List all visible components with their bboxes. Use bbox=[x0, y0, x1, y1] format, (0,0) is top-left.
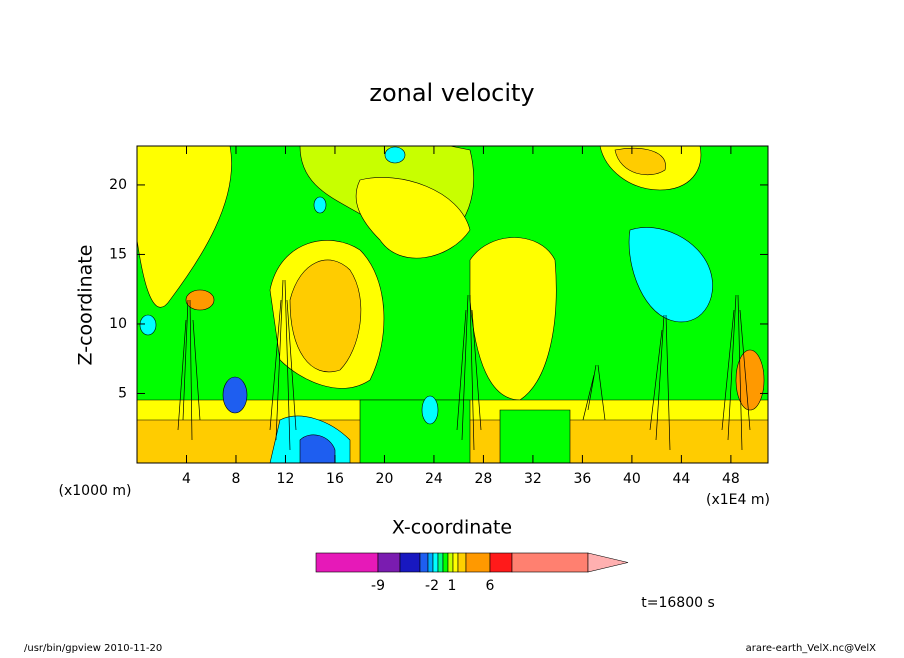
colorbar-segment bbox=[437, 552, 444, 573]
colorbar-segment bbox=[377, 552, 401, 573]
colorbar-segment bbox=[489, 552, 513, 573]
x-tick-label: 24 bbox=[425, 471, 443, 487]
colorbar-tick-label: -9 bbox=[371, 578, 385, 594]
x-tick-label: 36 bbox=[573, 471, 591, 487]
x-tick-label: 20 bbox=[376, 471, 394, 487]
colorbar-segment bbox=[432, 552, 439, 573]
chart-title: zonal velocity bbox=[369, 79, 534, 107]
x-tick-label: 44 bbox=[672, 471, 690, 487]
x-tick-label: 48 bbox=[722, 471, 740, 487]
y-tick-label: 20 bbox=[109, 177, 127, 193]
y-tick-label: 5 bbox=[118, 385, 127, 401]
plot-frame bbox=[136, 145, 769, 464]
y-unit: (x1000 m) bbox=[59, 483, 132, 499]
footer-left: /usr/bin/gpview 2010-11-20 bbox=[24, 643, 162, 654]
x-tick-label: 40 bbox=[623, 471, 641, 487]
time-label: t=16800 s bbox=[641, 595, 715, 611]
colorbar-tick-label: -2 bbox=[425, 578, 439, 594]
x-tick-label: 8 bbox=[232, 471, 241, 487]
colorbar-segment bbox=[442, 552, 449, 573]
y-tick-label: 10 bbox=[109, 316, 127, 332]
colorbar-arrow bbox=[587, 552, 629, 573]
y-axis-label: Z-coordinate bbox=[75, 245, 97, 366]
footer-right: arare-earth_VelX.nc@VelX bbox=[746, 643, 877, 654]
colorbar-tick-label: 1 bbox=[448, 578, 457, 594]
x-axis-label: X-coordinate bbox=[392, 517, 512, 539]
x-tick-label: 4 bbox=[182, 471, 191, 487]
colorbar-tick-label: 6 bbox=[486, 578, 495, 594]
colorbar-segment bbox=[452, 552, 459, 573]
x-tick-label: 32 bbox=[524, 471, 542, 487]
colorbar-segment bbox=[427, 552, 434, 573]
y-tick-label: 15 bbox=[109, 246, 127, 262]
colorbar-segment bbox=[457, 552, 467, 573]
colorbar-segment bbox=[419, 552, 429, 573]
colorbar-segment bbox=[315, 552, 379, 573]
colorbar-segment bbox=[447, 552, 454, 573]
x-tick-label: 16 bbox=[326, 471, 344, 487]
contour-field bbox=[137, 146, 768, 463]
colorbar-segment bbox=[511, 552, 589, 573]
colorbar-segment bbox=[399, 552, 421, 573]
x-tick-label: 12 bbox=[277, 471, 295, 487]
x-unit: (x1E4 m) bbox=[706, 492, 770, 508]
x-tick-label: 28 bbox=[475, 471, 493, 487]
colorbar-segment bbox=[465, 552, 491, 573]
